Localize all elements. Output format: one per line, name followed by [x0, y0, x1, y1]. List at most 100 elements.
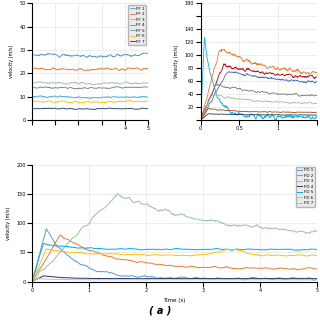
FF 2: [60, 67, 64, 71]
FD 6: [198, 253, 202, 257]
FD 6: [44, 247, 48, 251]
FD 3: [245, 223, 249, 227]
FF 5: [39, 94, 43, 98]
FF 7: [108, 106, 112, 110]
FF 4: [51, 86, 54, 90]
FD 2: [104, 254, 108, 258]
Line: FF 2: FF 2: [32, 68, 148, 71]
FF 6: [78, 101, 82, 105]
FD 6: [30, 279, 34, 283]
FD 3: [315, 229, 319, 233]
FD 2: [315, 267, 319, 271]
FF 3: [146, 81, 150, 85]
FD 7: [245, 278, 249, 282]
FF 7: [30, 107, 34, 110]
FF 2: [108, 67, 112, 71]
FD 3: [159, 208, 163, 212]
FD 7: [104, 278, 108, 282]
FF 6: [108, 100, 112, 103]
FF 4: [108, 86, 112, 90]
FD 1: [221, 276, 225, 280]
Line: FD 1: FD 1: [32, 229, 317, 282]
FF 7: [51, 107, 55, 110]
FD 3: [30, 280, 34, 284]
FF 3: [91, 83, 95, 87]
Line: FF 7: FF 7: [32, 108, 148, 109]
FD 5: [104, 247, 108, 251]
FF 5: [30, 95, 34, 99]
FF 7: [60, 106, 64, 110]
FD 1: [315, 277, 319, 281]
FD 4: [221, 277, 225, 281]
FF 7: [146, 107, 150, 110]
Legend: FD 1, FD 2, FD 3, FD 4, FD 5, FD 6, FD 7: FD 1, FD 2, FD 3, FD 4, FD 5, FD 6, FD 7: [296, 167, 315, 207]
FD 6: [245, 252, 249, 255]
FD 2: [81, 246, 85, 250]
FF 2: [146, 67, 150, 71]
FD 6: [104, 252, 108, 256]
FD 1: [30, 280, 34, 284]
FF 2: [33, 66, 37, 70]
FF 6: [99, 100, 103, 104]
FF 4: [30, 85, 34, 89]
FF 3: [51, 81, 55, 85]
Text: ( a ): ( a ): [149, 306, 171, 316]
FD 7: [159, 278, 163, 282]
FD 3: [116, 192, 119, 196]
FF 3: [99, 82, 103, 86]
FF 7: [118, 107, 122, 111]
FD 4: [245, 277, 249, 281]
FF 2: [30, 67, 34, 71]
FD 1: [159, 276, 163, 280]
FF 7: [99, 107, 103, 111]
FF 5: [118, 95, 122, 99]
FD 6: [221, 249, 225, 253]
FF 5: [108, 95, 112, 99]
FD 5: [159, 248, 163, 252]
Y-axis label: Velocity (m/s): Velocity (m/s): [174, 45, 180, 78]
FF 1: [99, 54, 103, 58]
FD 1: [198, 277, 202, 281]
FF 4: [60, 85, 64, 89]
FD 3: [103, 205, 107, 209]
FF 5: [99, 96, 103, 100]
FD 3: [80, 225, 84, 229]
Line: FD 6: FD 6: [32, 249, 317, 281]
FD 3: [198, 218, 202, 222]
Line: FF 3: FF 3: [32, 82, 148, 85]
FD 4: [30, 280, 34, 284]
FF 5: [51, 94, 55, 98]
FF 1: [146, 52, 150, 56]
FD 7: [36, 277, 40, 281]
FD 7: [30, 280, 34, 284]
FF 3: [108, 81, 112, 85]
FD 1: [81, 263, 85, 267]
FF 3: [83, 82, 87, 85]
Line: FD 3: FD 3: [32, 194, 317, 282]
FD 7: [221, 278, 225, 282]
FF 3: [30, 81, 34, 85]
FF 6: [127, 99, 131, 102]
FD 6: [159, 253, 163, 257]
FF 1: [30, 52, 34, 56]
FD 6: [81, 251, 85, 255]
FD 4: [104, 276, 108, 280]
FF 4: [146, 85, 150, 89]
FD 5: [30, 280, 34, 284]
FD 2: [59, 233, 62, 237]
FD 2: [30, 280, 34, 284]
FD 5: [245, 247, 249, 251]
FF 6: [51, 100, 54, 104]
FD 1: [44, 227, 48, 231]
FF 4: [99, 86, 103, 90]
FD 1: [104, 270, 108, 274]
FF 7: [73, 108, 77, 111]
Y-axis label: velocity (m/s): velocity (m/s): [6, 206, 11, 240]
FD 4: [42, 274, 45, 278]
FF 6: [60, 99, 64, 103]
FF 2: [83, 69, 86, 73]
FF 5: [146, 95, 150, 99]
FD 4: [159, 277, 163, 281]
FD 6: [315, 253, 319, 257]
FD 5: [81, 246, 85, 250]
